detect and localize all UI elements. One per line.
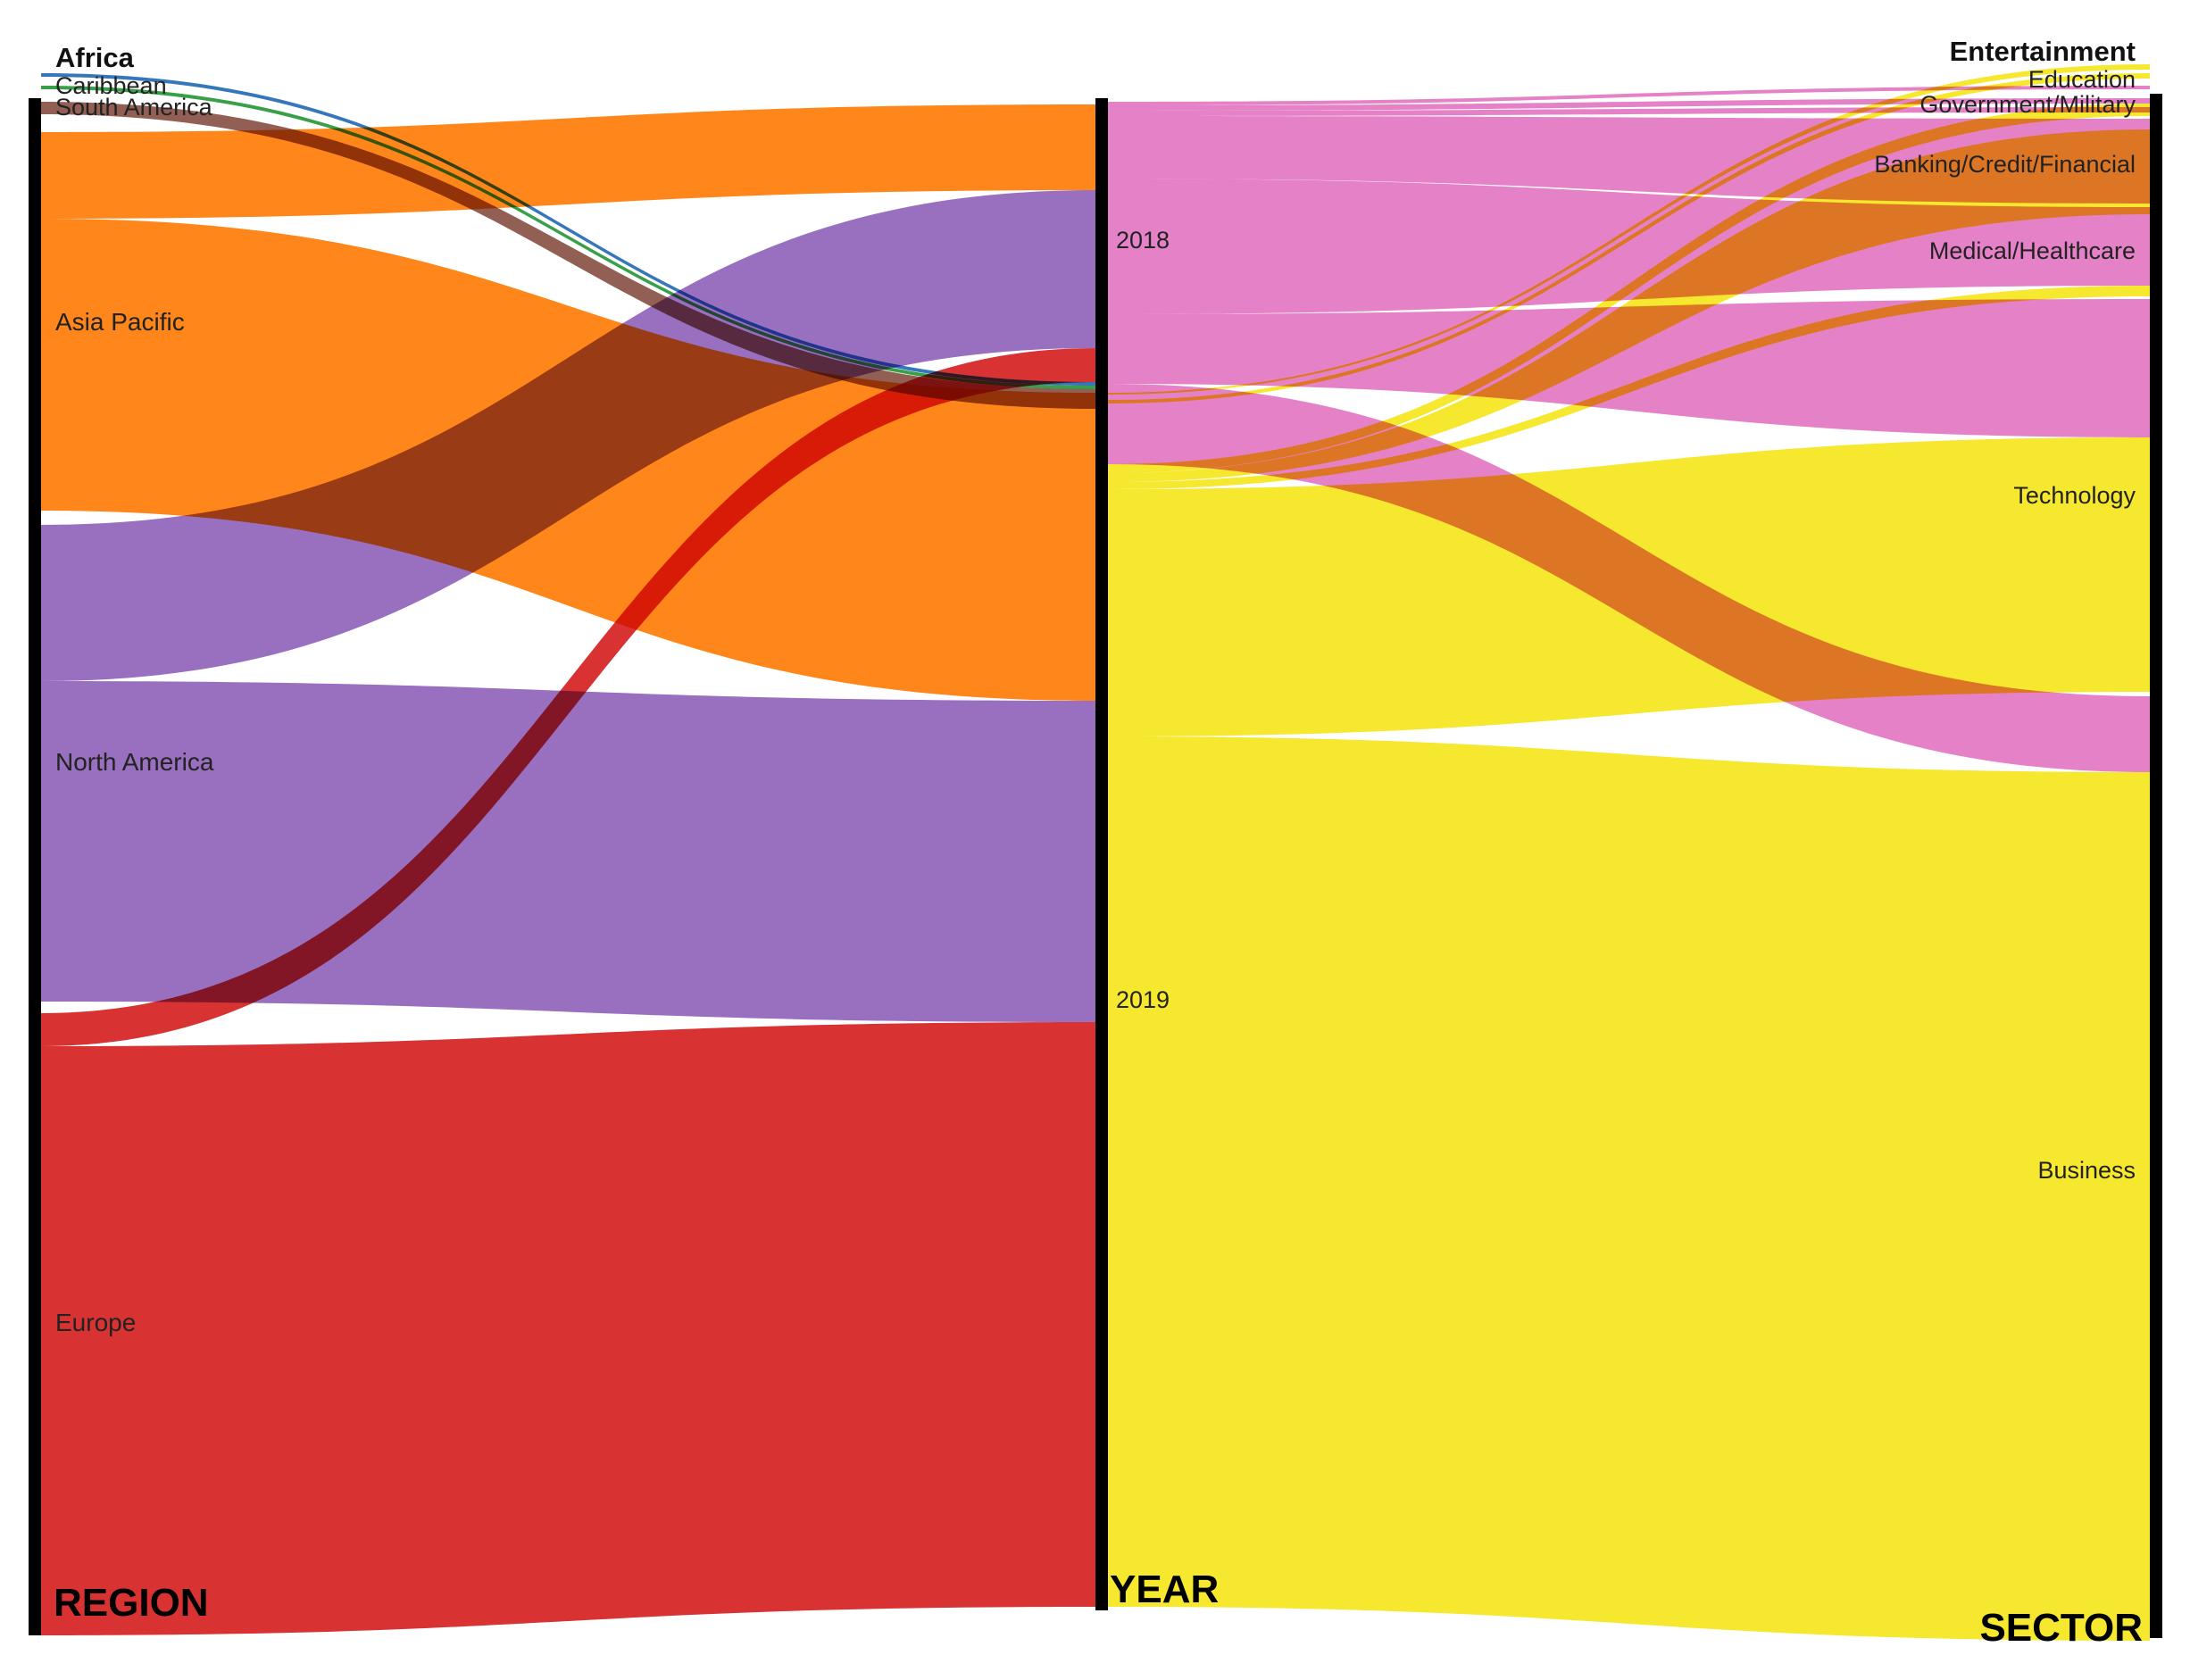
region-labels: Africa Caribbean South America Asia Paci… — [55, 42, 214, 1336]
north-america-to-2018-flow — [41, 190, 1095, 681]
region-axis-bar — [29, 98, 41, 1635]
region-label-south-america: South America — [55, 94, 213, 121]
europe-to-2018-flow — [41, 348, 1095, 1046]
2019-to-business-flow — [1108, 736, 2150, 1641]
2018-to-entertainment-flow — [1108, 86, 2150, 105]
caribbean-to-year-flow — [41, 86, 1095, 389]
axis-bars — [29, 94, 2162, 1638]
sector-label-entertainment: Entertainment — [1950, 36, 2136, 67]
sector-label-banking-credit-financial: Banking/Credit/Financial — [1874, 151, 2136, 178]
2019-to-banking-flow — [1108, 129, 2150, 482]
region-label-africa: Africa — [55, 42, 135, 73]
year-labels: 2018 2019 — [1116, 227, 1170, 1013]
region-label-north-america: North America — [55, 748, 214, 776]
sector-labels: Entertainment Education Government/Milit… — [1874, 36, 2136, 1184]
2019-to-entertainment-flow — [1108, 64, 2150, 395]
sector-axis-bar — [2150, 94, 2162, 1638]
region-label-europe: Europe — [55, 1309, 136, 1336]
region-label-caribbean: Caribbean — [55, 72, 167, 99]
south-america-to-year-flow — [41, 102, 1095, 409]
2019-to-government-flow — [1108, 104, 2150, 473]
year-axis-bar — [1095, 98, 1108, 1610]
sector-label-government-military: Government/Military — [1919, 91, 2136, 118]
year-label-2019: 2019 — [1116, 986, 1170, 1013]
year-label-2018: 2018 — [1116, 227, 1170, 254]
axis-title-region: REGION — [54, 1581, 209, 1625]
2019-to-medical-flow — [1108, 286, 2150, 489]
2019-to-technology-flow — [1108, 437, 2150, 736]
europe-to-2019-flow — [41, 1022, 1095, 1635]
sector-label-education: Education — [2028, 66, 2136, 93]
sector-label-medical-healthcare: Medical/Healthcare — [1929, 237, 2136, 264]
sector-label-technology: Technology — [2013, 482, 2136, 509]
sector-label-business: Business — [2037, 1157, 2136, 1184]
africa-to-year-flow — [41, 73, 1095, 386]
links-layer — [41, 64, 2150, 1641]
north-america-to-2019-flow — [41, 681, 1095, 1022]
axis-titles: REGION YEAR SECTOR — [54, 1568, 2143, 1650]
axis-title-year: YEAR — [1110, 1568, 1219, 1611]
axis-title-sector: SECTOR — [1979, 1606, 2143, 1650]
2018-to-technology-flow — [1108, 299, 2150, 437]
2019-to-education-flow — [1108, 73, 2150, 403]
region-label-asia-pacific: Asia Pacific — [55, 308, 185, 336]
